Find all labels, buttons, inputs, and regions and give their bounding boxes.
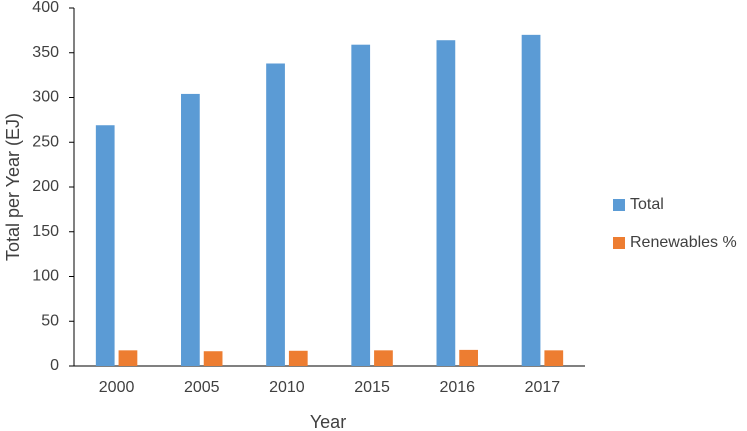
y-axis-title: Total per Year (EJ) bbox=[3, 113, 23, 261]
bar bbox=[374, 350, 393, 366]
bar bbox=[266, 63, 285, 367]
bar bbox=[459, 349, 478, 366]
y-tick-label: 350 bbox=[32, 44, 59, 61]
bar bbox=[288, 350, 308, 366]
legend-swatch bbox=[613, 237, 625, 249]
bar bbox=[521, 34, 541, 366]
legend-label: Total bbox=[630, 196, 664, 213]
x-tick-label: 2010 bbox=[269, 379, 305, 396]
bar bbox=[95, 125, 115, 367]
bar bbox=[203, 351, 223, 366]
bar bbox=[181, 93, 200, 367]
bar bbox=[436, 40, 456, 366]
y-tick-label: 0 bbox=[50, 357, 59, 374]
y-tick-label: 300 bbox=[32, 89, 59, 106]
x-axis-title: Year bbox=[310, 412, 346, 431]
legend-label: Renewables % bbox=[630, 234, 737, 251]
x-tick-label: 2016 bbox=[439, 379, 475, 396]
bar bbox=[351, 44, 371, 366]
y-tick-label: 400 bbox=[32, 0, 59, 16]
bar bbox=[118, 350, 138, 366]
x-tick-label: 2005 bbox=[184, 379, 220, 396]
legend-swatch bbox=[613, 199, 625, 211]
x-tick-label: 2000 bbox=[99, 379, 135, 396]
bar bbox=[544, 350, 564, 366]
y-tick-label: 50 bbox=[41, 312, 59, 329]
y-tick-label: 250 bbox=[32, 133, 59, 150]
x-tick-label: 2017 bbox=[525, 379, 561, 396]
x-tick-label: 2015 bbox=[354, 379, 390, 396]
y-tick-label: 200 bbox=[32, 178, 59, 195]
y-tick-label: 150 bbox=[32, 223, 59, 240]
y-tick-label: 100 bbox=[32, 268, 59, 285]
